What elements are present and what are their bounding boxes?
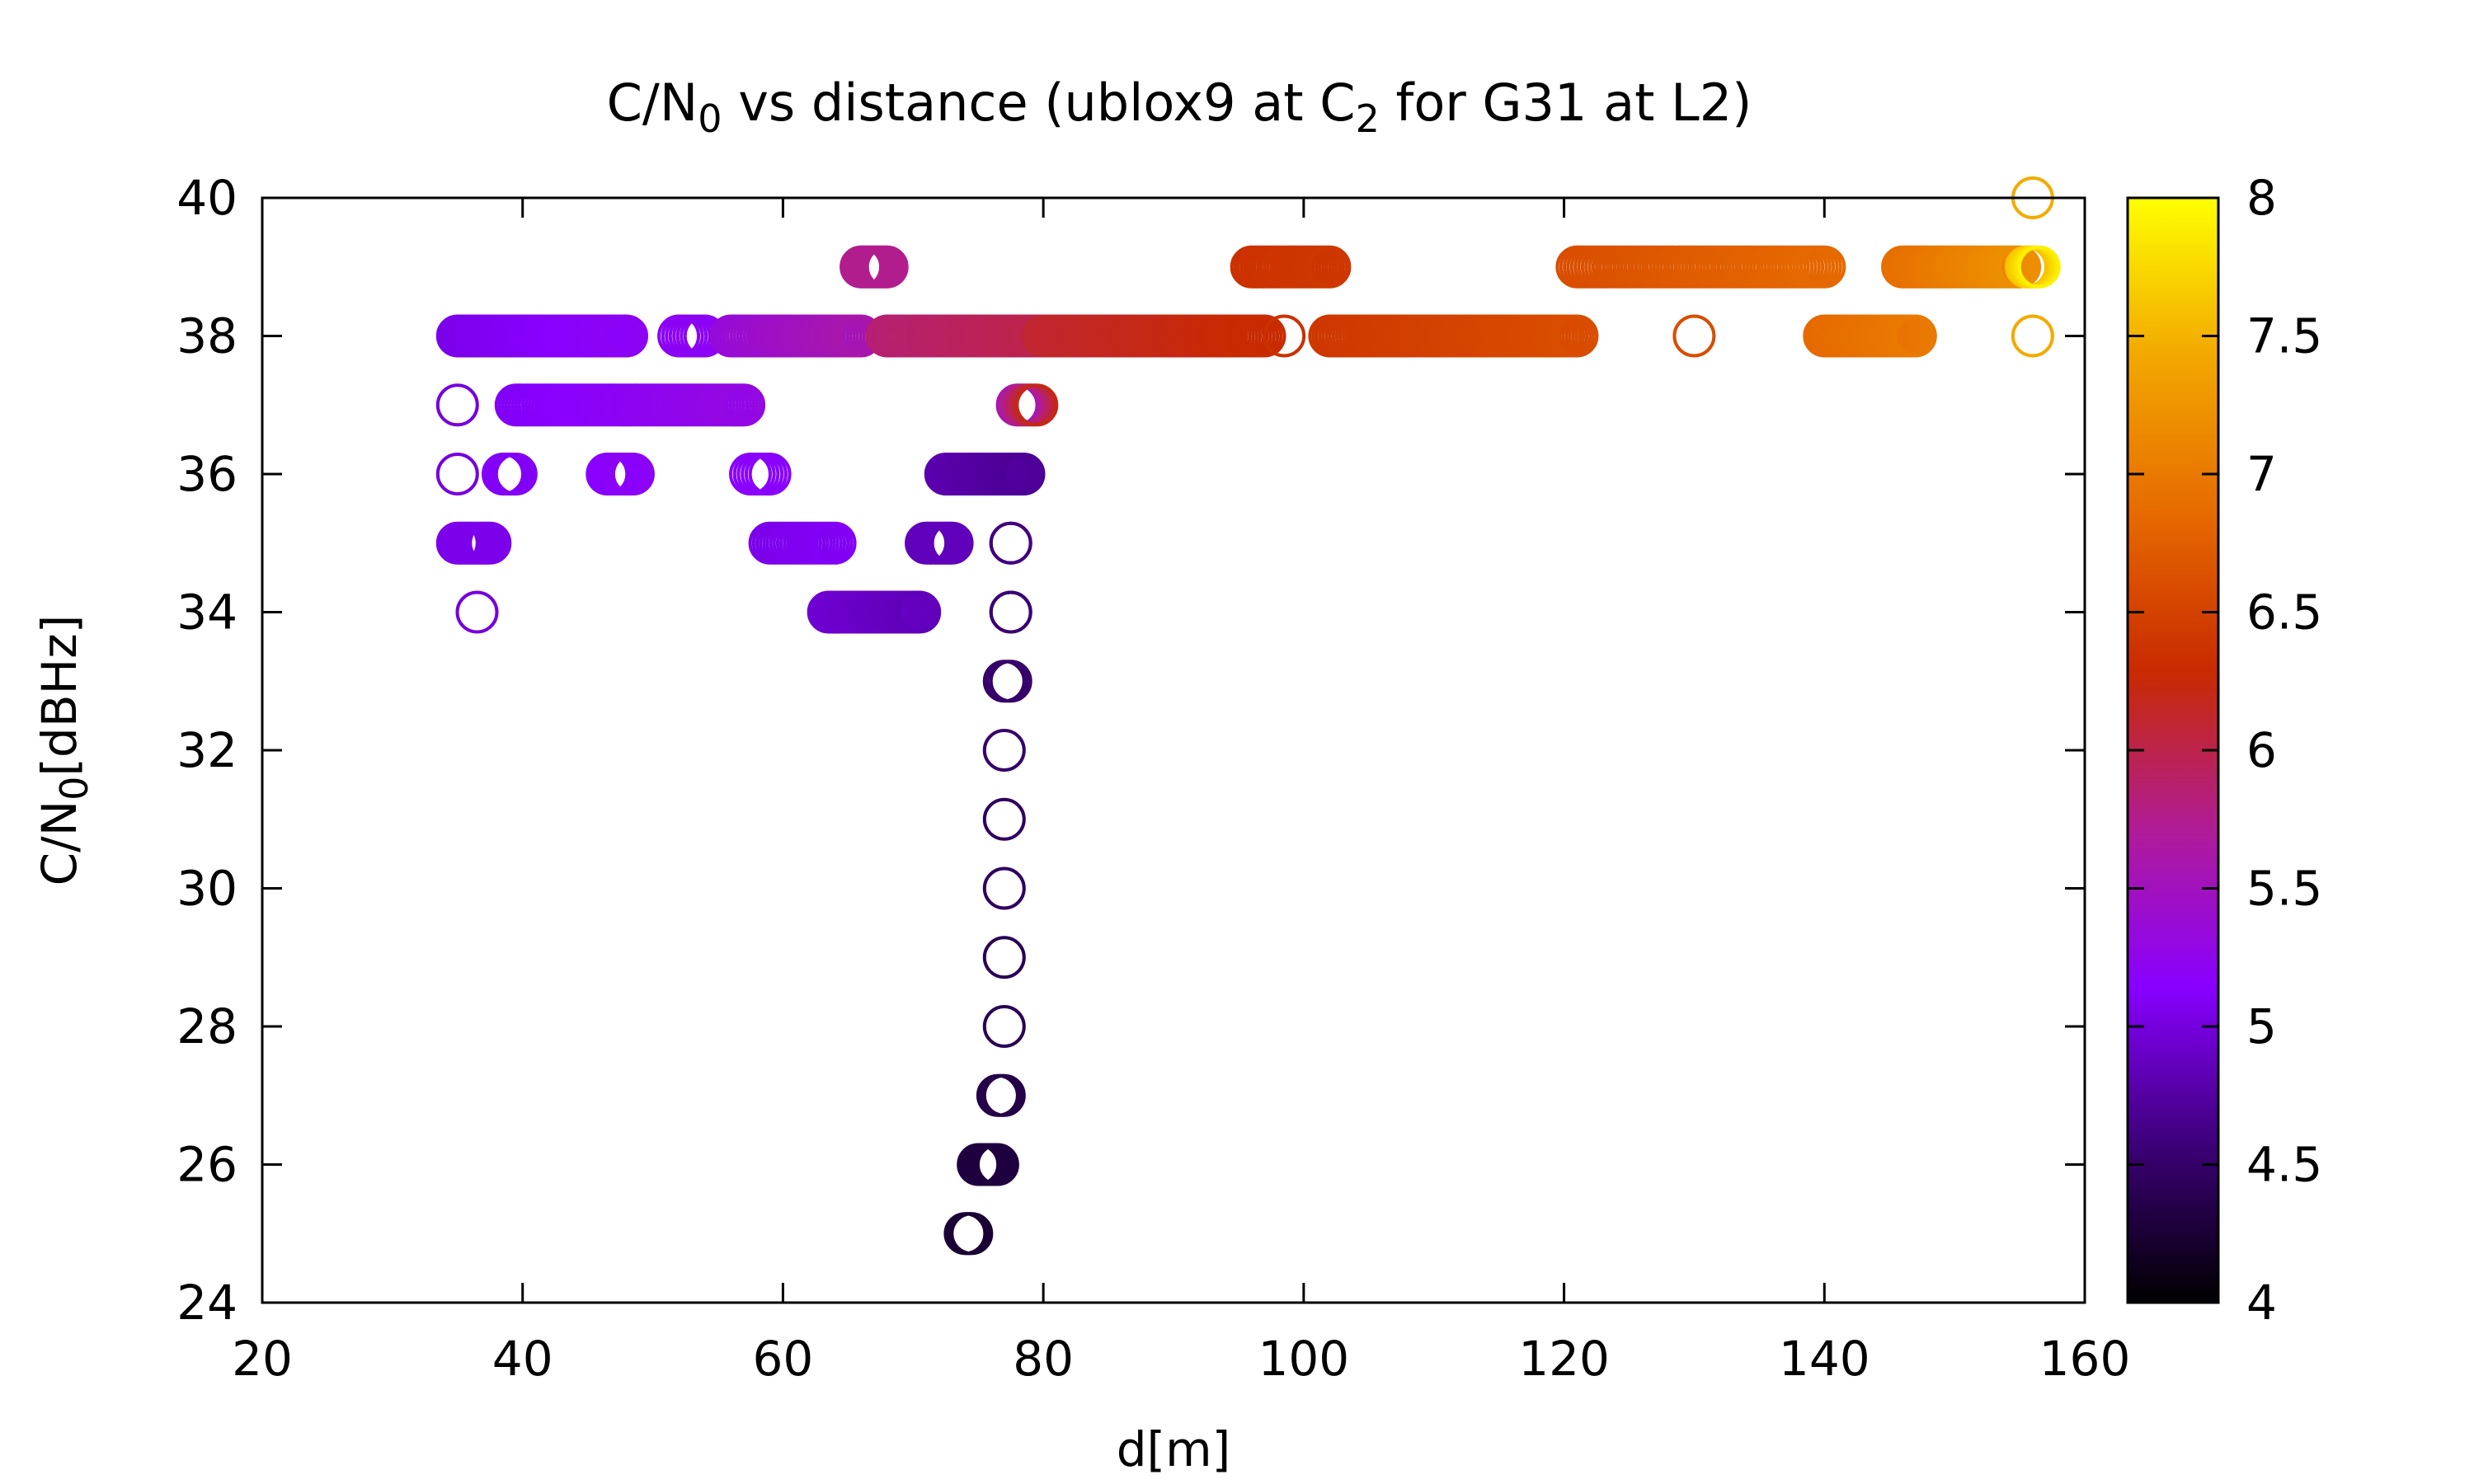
data-point <box>813 521 857 565</box>
data-point <box>989 590 1032 634</box>
data-point <box>1308 245 1352 289</box>
y-axis: 24 26 28 30 32 34 36 38 40 <box>176 170 2085 1331</box>
data-point <box>741 453 784 495</box>
x-tick-label: 100 <box>1258 1331 1349 1387</box>
data-point <box>982 1073 1026 1117</box>
data-point <box>1263 314 1306 358</box>
data-point <box>985 660 1029 703</box>
data-point <box>989 521 1032 565</box>
data-point <box>1002 453 1046 495</box>
y-tick-label: 40 <box>176 170 238 226</box>
data-point <box>435 383 479 427</box>
colorbar-tick-label: 4.5 <box>2246 1137 2322 1193</box>
y-tick-label: 38 <box>176 308 238 364</box>
y-axis-label: C/N0[dBHz] <box>31 615 96 886</box>
x-tick-label: 20 <box>232 1331 293 1387</box>
x-axis: 20 40 60 80 100 120 140 160 <box>232 198 2130 1387</box>
x-tick-label: 80 <box>1013 1331 1074 1387</box>
data-point <box>494 453 538 495</box>
data-point <box>748 453 792 495</box>
data-point <box>898 590 942 634</box>
chart-title: C/N0 vs distance (ublox9 at C2 for G31 a… <box>607 73 1752 141</box>
colorbar-tick-label: 4 <box>2246 1275 2277 1331</box>
data-point <box>930 521 974 565</box>
colorbar-tick-label: 8 <box>2246 170 2277 226</box>
colorbar-tick-label: 5.5 <box>2246 861 2322 917</box>
y-tick-label: 34 <box>176 585 238 641</box>
data-point <box>1893 314 1937 358</box>
data-point <box>455 590 499 634</box>
data-point <box>2011 314 2054 358</box>
data-point <box>982 936 1026 979</box>
x-tick-label: 120 <box>1518 1331 1610 1387</box>
y-tick-label: 24 <box>176 1275 238 1331</box>
data-point <box>982 729 1026 772</box>
colorbar-axis: 4 4.5 5 5.5 6 6.5 7 7.5 8 <box>2128 170 2322 1331</box>
data-point <box>1015 383 1059 427</box>
data-point <box>435 453 479 495</box>
data-point <box>982 797 1026 841</box>
data-point <box>1555 314 1599 358</box>
data-point <box>976 1143 1019 1186</box>
data-points <box>435 176 2061 1256</box>
y-tick-label: 30 <box>176 861 238 917</box>
x-tick-label: 40 <box>492 1331 553 1387</box>
colorbar-tick-label: 7.5 <box>2246 308 2322 364</box>
x-axis-label: d[m] <box>1117 1421 1231 1477</box>
data-point <box>982 1005 1026 1048</box>
colorbar-tick-label: 7 <box>2246 446 2277 502</box>
x-tick-label: 60 <box>753 1331 814 1387</box>
data-point <box>605 314 648 358</box>
data-point <box>1803 245 1846 289</box>
x-tick-label: 160 <box>2039 1331 2131 1387</box>
y-tick-label: 32 <box>176 722 238 778</box>
data-point <box>1672 314 1716 358</box>
data-point <box>722 383 766 427</box>
data-point <box>950 1212 994 1256</box>
data-point <box>736 453 780 495</box>
colorbar-tick-label: 6.5 <box>2246 585 2322 641</box>
x-tick-label: 140 <box>1779 1331 1870 1387</box>
data-point <box>865 245 909 289</box>
data-point <box>989 660 1032 703</box>
data-point <box>1243 314 1286 358</box>
data-point <box>982 866 1026 910</box>
data-point <box>2017 245 2061 289</box>
data-point <box>611 453 655 495</box>
plot-frame <box>261 196 2086 1304</box>
y-tick-label: 28 <box>176 998 238 1054</box>
colorbar-tick-label: 5 <box>2246 998 2277 1054</box>
y-tick-label: 36 <box>176 446 238 502</box>
colorbar-tick-label: 6 <box>2246 722 2277 778</box>
y-tick-label: 26 <box>176 1137 238 1193</box>
data-point <box>468 521 512 565</box>
